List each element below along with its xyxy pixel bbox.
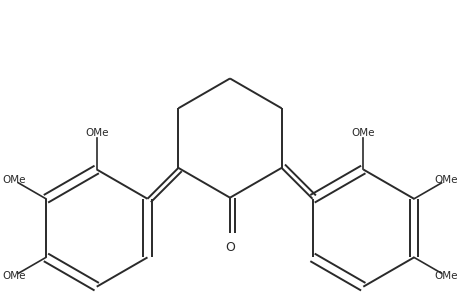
Text: OMe: OMe xyxy=(2,271,26,281)
Text: OMe: OMe xyxy=(351,128,374,138)
Text: OMe: OMe xyxy=(433,176,457,185)
Text: O: O xyxy=(224,242,235,254)
Text: OMe: OMe xyxy=(2,176,26,185)
Text: OMe: OMe xyxy=(85,128,108,138)
Text: OMe: OMe xyxy=(433,271,457,281)
